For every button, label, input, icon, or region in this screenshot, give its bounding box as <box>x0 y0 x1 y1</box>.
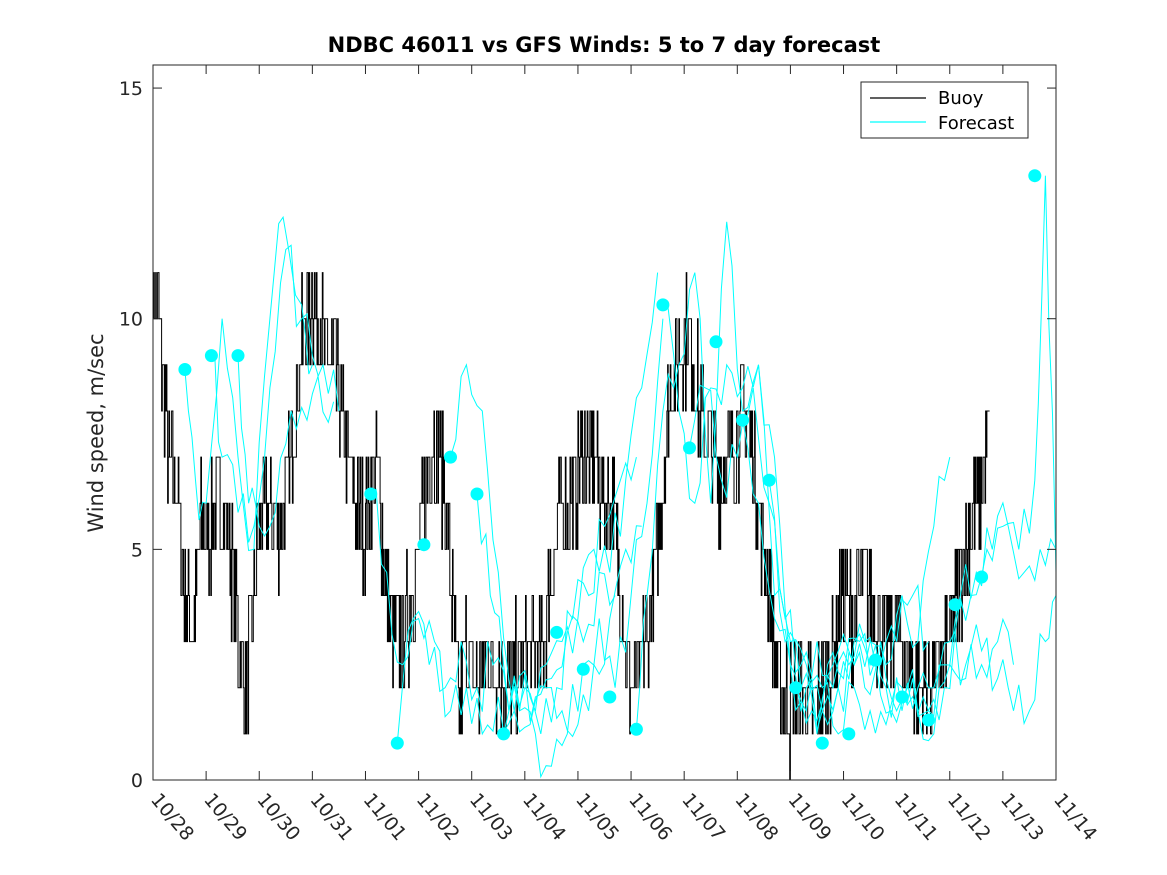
chart-title: NDBC 46011 vs GFS Winds: 5 to 7 day fore… <box>328 33 881 57</box>
forecast-line-4 <box>503 571 616 735</box>
legend-label-buoy: Buoy <box>938 88 984 109</box>
forecast-point <box>736 413 750 427</box>
forecast-point <box>1028 169 1042 183</box>
forecast-line-14 <box>689 384 929 690</box>
forecast-markers <box>178 169 1042 750</box>
forecast-point <box>709 335 723 349</box>
forecast-point <box>683 441 696 455</box>
legend-label-forecast: Forecast <box>938 113 1014 134</box>
y-tick-label: 0 <box>131 770 143 792</box>
y-tick-label: 5 <box>131 539 143 561</box>
forecast-point <box>444 450 457 464</box>
forecast-point <box>762 473 776 487</box>
forecast-point <box>656 298 670 312</box>
forecast-point <box>815 736 829 750</box>
forecast-point <box>868 653 882 667</box>
forecast-line-10 <box>768 480 1056 734</box>
forecast-point <box>178 363 192 376</box>
forecast-line-2 <box>211 244 335 543</box>
buoy-series <box>153 272 990 780</box>
forecast-series <box>184 175 1056 779</box>
forecast-line-13 <box>635 221 951 730</box>
forecast-point <box>975 570 989 584</box>
legend: Buoy Forecast <box>860 81 1029 139</box>
forecast-point <box>842 727 856 741</box>
forecast-point <box>417 538 431 552</box>
y-axis: 0 5 10 15 <box>119 78 1056 792</box>
forecast-line-8 <box>370 488 642 738</box>
forecast-point <box>922 713 935 727</box>
forecast-line-12 <box>662 304 1014 742</box>
forecast-point <box>364 487 378 501</box>
forecast-point <box>603 690 617 704</box>
forecast-point <box>204 349 218 363</box>
buoy-line <box>153 272 990 780</box>
forecast-point <box>550 625 564 639</box>
forecast-point <box>629 722 643 736</box>
forecast-point <box>497 727 511 741</box>
forecast-point <box>576 662 590 676</box>
forecast-point <box>470 487 484 501</box>
forecast-line-7 <box>396 456 637 744</box>
forecast-line-1 <box>237 355 340 538</box>
y-tick-label: 10 <box>119 309 143 331</box>
forecast-line-5 <box>476 318 664 779</box>
forecast-line-6 <box>450 272 659 712</box>
forecast-point <box>390 736 404 750</box>
forecast-line-11 <box>742 420 1056 731</box>
legend-box <box>860 81 1029 139</box>
y-axis-label: Wind speed, m/sec <box>84 333 108 532</box>
forecast-point <box>895 690 909 704</box>
forecast-point <box>231 349 245 363</box>
forecast-line-3 <box>184 215 313 552</box>
y-tick-label: 15 <box>119 78 143 100</box>
plot-frame <box>152 64 1057 781</box>
plot-area <box>153 169 1056 780</box>
forecast-point <box>948 598 962 612</box>
forecast-point <box>789 681 803 695</box>
